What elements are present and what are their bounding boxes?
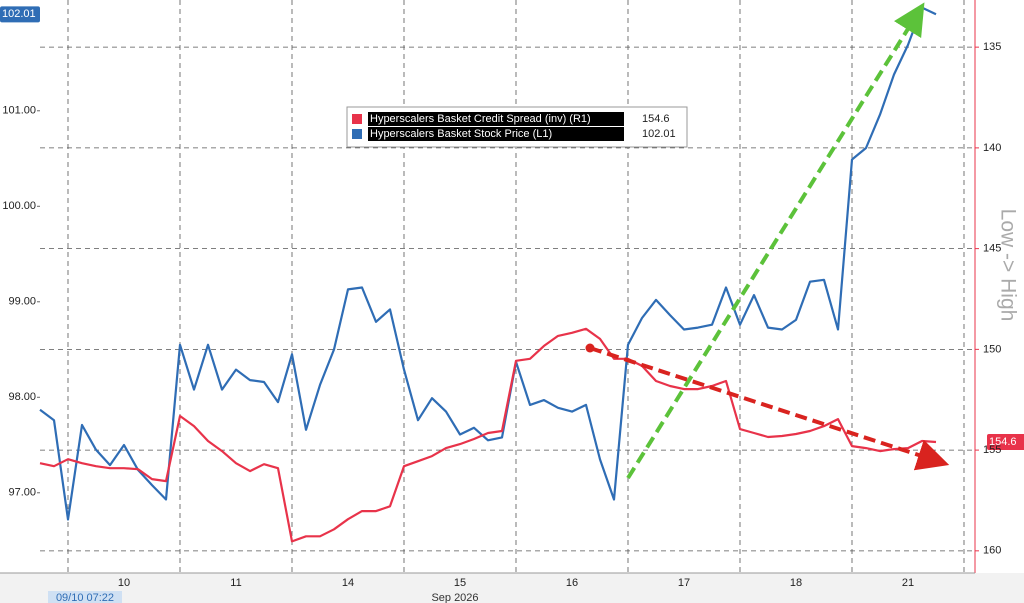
y2-axis-label: Low -> High [996, 209, 1019, 322]
value-flag-bg [987, 434, 1024, 451]
x-tick-label: 16 [566, 577, 578, 589]
green-arrow [626, 2, 925, 480]
series-line [39, 327, 937, 543]
x-tick-label: 18 [790, 577, 802, 589]
y-tick-label: 100.00 [2, 200, 36, 212]
y2-tick-label: 140 [983, 142, 1001, 154]
y2-tick-label: 145 [983, 243, 1001, 255]
x-tick-label: 11 [230, 577, 241, 589]
y-tick-label: 98.00 [8, 391, 36, 403]
legend: Hyperscalers Basket Credit Spread (inv) … [346, 106, 688, 148]
x-tick-label: 10 [118, 577, 130, 589]
red-arrow [589, 346, 950, 471]
x-tick-label: 14 [342, 577, 354, 589]
x-tick-label: 17 [678, 577, 690, 589]
value-flag: 154.6 [989, 436, 1017, 448]
timestamp-bg [48, 591, 122, 603]
value-flag: 102.01 [2, 8, 36, 20]
legend-text-bg [368, 112, 624, 126]
series-line [39, 6, 937, 521]
x-tick-label: 21 [902, 577, 914, 589]
y-tick-label: 101.00 [2, 105, 36, 117]
x-axis-band [0, 573, 1024, 603]
y2-tick-label: 150 [983, 343, 1001, 355]
x-tick-label: 15 [454, 577, 466, 589]
y2-tick-label: 135 [983, 41, 1001, 53]
x-axis-label: Sep 2026 [431, 592, 478, 603]
y-tick-label: 99.00 [8, 296, 36, 308]
annotations [585, 2, 950, 480]
y2-tick-label: 155 [983, 444, 1001, 456]
legend-swatch [352, 129, 362, 139]
value-flag-bg [0, 6, 40, 23]
legend-value: 154.6 [642, 113, 670, 125]
legend-label: Hyperscalers Basket Stock Price (L1) [370, 128, 552, 140]
timestamp: 09/10 07:22 [56, 592, 114, 603]
legend-label: Hyperscalers Basket Credit Spread (inv) … [370, 113, 591, 125]
y-tick-label: 97.00 [8, 487, 36, 499]
legend-text-bg [368, 127, 624, 141]
y2-tick-label: 160 [983, 545, 1001, 557]
legend-swatch [352, 114, 362, 124]
legend-value: 102.01 [642, 128, 676, 140]
